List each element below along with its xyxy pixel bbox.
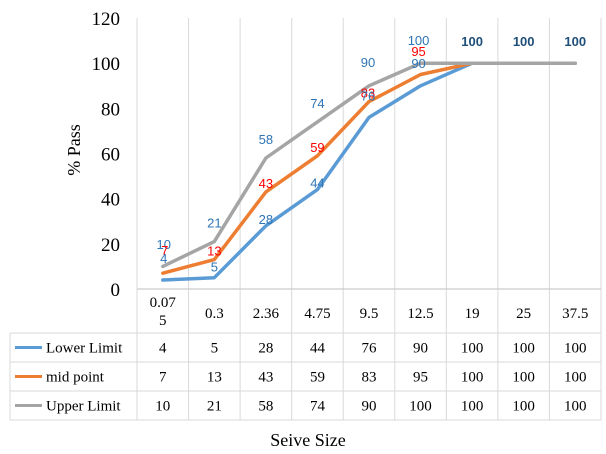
table-cell: 100 bbox=[512, 399, 535, 415]
table-cell: 58 bbox=[258, 399, 273, 415]
data-label: 90 bbox=[361, 55, 375, 70]
y-tick-label: 60 bbox=[101, 145, 120, 166]
data-label: 100 bbox=[513, 34, 535, 49]
y-tick-label: 120 bbox=[92, 9, 121, 30]
table-cell: 83 bbox=[362, 370, 377, 386]
data-label: 4 bbox=[160, 251, 167, 266]
y-axis-label: % Pass bbox=[64, 124, 84, 176]
x-tick-label: 25 bbox=[516, 306, 531, 322]
table-cell: 21 bbox=[207, 399, 222, 415]
y-tick-label: 0 bbox=[111, 280, 121, 301]
data-label: 74 bbox=[310, 96, 324, 111]
data-label: 90 bbox=[411, 56, 425, 71]
data-label: 44 bbox=[310, 176, 324, 191]
table-cell: 100 bbox=[512, 341, 535, 357]
data-label: 100 bbox=[408, 33, 430, 48]
series-line bbox=[161, 61, 577, 269]
data-label: 100 bbox=[461, 34, 483, 49]
table-cell: 5 bbox=[211, 341, 219, 357]
data-label: 100 bbox=[564, 34, 586, 49]
series-lines bbox=[161, 61, 577, 282]
table-cell: 100 bbox=[409, 399, 432, 415]
data-label: 28 bbox=[259, 212, 273, 227]
data-label: 95 bbox=[411, 44, 425, 59]
data-table: 0.07 5 0.3 2.36 4.75 9.5 12.5 19 25 37.5 Lower Lim… bbox=[9, 289, 602, 421]
table-cell: 7 bbox=[159, 370, 167, 386]
legend-label: Upper Limit bbox=[46, 399, 121, 415]
x-tick-label: 0.3 bbox=[205, 306, 224, 322]
data-label: 13 bbox=[207, 244, 221, 259]
x-tick-label: 2.36 bbox=[253, 306, 280, 322]
table-cell: 74 bbox=[310, 399, 326, 415]
data-label: 76 bbox=[361, 88, 375, 103]
data-label: 43 bbox=[259, 176, 273, 191]
table-cell: 10 bbox=[155, 399, 170, 415]
x-tick-label: 19 bbox=[465, 306, 480, 322]
table-cell: 100 bbox=[461, 399, 484, 415]
x-tick-label: 4.75 bbox=[304, 306, 330, 322]
table-cell: 43 bbox=[258, 370, 273, 386]
data-label: 83 bbox=[361, 86, 375, 101]
table-cell: 28 bbox=[258, 341, 273, 357]
data-label: 59 bbox=[310, 140, 324, 155]
data-label: 7 bbox=[161, 243, 168, 258]
table-cell: 44 bbox=[310, 341, 326, 357]
legend-label: Lower Limit bbox=[46, 341, 123, 357]
y-tick-label: 80 bbox=[101, 99, 120, 120]
y-tick-label: 20 bbox=[101, 235, 120, 256]
data-label: 21 bbox=[207, 216, 221, 231]
legend-label: mid point bbox=[46, 370, 105, 386]
table-cell: 100 bbox=[564, 399, 587, 415]
x-tick-label: 37.5 bbox=[562, 306, 588, 322]
data-label: 58 bbox=[259, 132, 273, 147]
table-cell: 100 bbox=[461, 370, 484, 386]
x-axis-label: Seive Size bbox=[270, 430, 345, 450]
x-tick-label: 0.07 5 bbox=[150, 295, 177, 329]
table-cell: 95 bbox=[413, 370, 428, 386]
table-cell: 90 bbox=[362, 399, 377, 415]
y-tick-label: 40 bbox=[101, 190, 120, 211]
data-label: 5 bbox=[211, 260, 218, 275]
table-cell: 4 bbox=[159, 341, 167, 357]
table-cell: 90 bbox=[413, 341, 428, 357]
table-cell: 100 bbox=[564, 370, 587, 386]
x-tick-label: 12.5 bbox=[407, 306, 433, 322]
data-label: 10 bbox=[157, 237, 171, 252]
table-cell: 59 bbox=[310, 370, 325, 386]
y-axis: 0 20 40 60 80 100 120 bbox=[92, 9, 121, 301]
table-cell: 100 bbox=[564, 341, 587, 357]
y-tick-label: 100 bbox=[92, 54, 121, 75]
x-tick-label: 9.5 bbox=[360, 306, 379, 322]
table-cell: 76 bbox=[362, 341, 378, 357]
table-cell: 13 bbox=[207, 370, 222, 386]
table-cell: 100 bbox=[461, 341, 484, 357]
table-cell: 100 bbox=[512, 370, 535, 386]
